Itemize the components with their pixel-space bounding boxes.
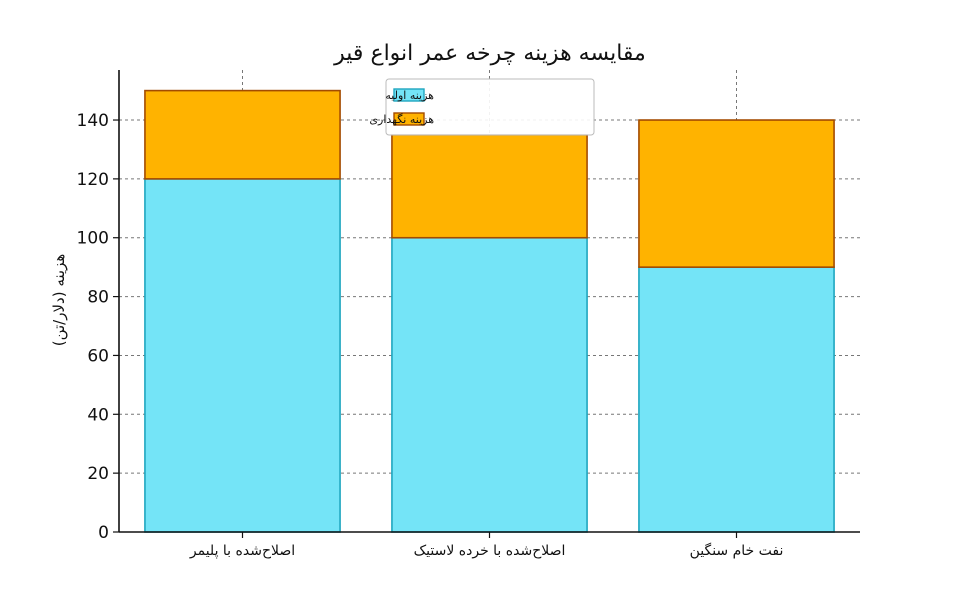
chart-title: مقایسه هزینه چرخه عمر انواع قیر xyxy=(333,41,646,66)
x-tick-label: نفت خام سنگین xyxy=(690,542,784,559)
legend-box xyxy=(385,78,595,136)
bar-segment xyxy=(144,178,341,533)
category-labels: اصلاح‌شده با پلیمر اصلاح‌شده با خرده لاست… xyxy=(189,542,784,559)
y-tick-label: 80 xyxy=(87,288,109,308)
y-tick-label: 140 xyxy=(77,111,109,131)
bar-segment xyxy=(638,266,835,533)
legend-swatch xyxy=(393,88,425,102)
legend-swatch xyxy=(393,112,425,126)
y-tick-label: 0 xyxy=(98,523,109,543)
y-tick-label: 60 xyxy=(87,346,109,366)
bar-segment xyxy=(144,89,341,180)
x-tick-label: اصلاح‌شده با پلیمر xyxy=(189,543,295,559)
ticks-layer: 0 20 40 60 80 100 120 140 xyxy=(77,111,738,543)
y-tick-label: 100 xyxy=(77,229,109,249)
legend-label: هزینه نگهداری xyxy=(369,113,434,126)
y-tick-label: 120 xyxy=(77,170,109,190)
bars-layer xyxy=(144,89,835,533)
y-tick-label: 40 xyxy=(87,405,109,425)
legend: هزینه اولیه هزینه نگهداری xyxy=(369,78,595,136)
bar-segment xyxy=(391,133,588,239)
legend-label: هزینه اولیه xyxy=(385,89,434,102)
x-tick-label: اصلاح‌شده با خرده لاستیک xyxy=(414,543,566,559)
y-axis-label: هزینه (دلار/تن) xyxy=(50,254,68,347)
bar-segment xyxy=(638,119,835,268)
bar-segment xyxy=(391,236,588,533)
y-tick-label: 20 xyxy=(87,464,109,484)
